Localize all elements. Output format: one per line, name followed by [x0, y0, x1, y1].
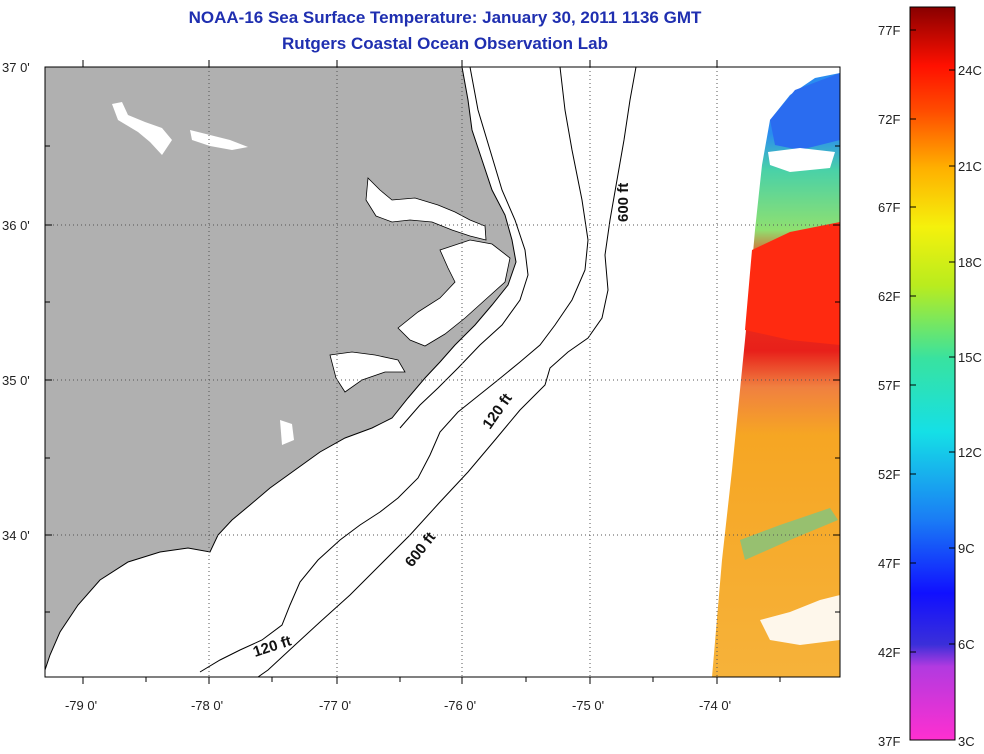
lat-label: 34 0' — [2, 528, 30, 543]
lake-small — [280, 420, 294, 445]
colorbar-c-label: 21C — [958, 159, 982, 174]
colorbar-f-label: 47F — [878, 556, 900, 571]
pamlico-sound — [397, 239, 511, 347]
lon-label: -78 0' — [191, 698, 223, 713]
neuse-river — [329, 351, 406, 393]
colorbar-f-label: 67F — [878, 200, 900, 215]
colorbar-f-label: 72F — [878, 112, 900, 127]
colorbar-f-label: 52F — [878, 467, 900, 482]
colorbar-c-label: 3C — [958, 734, 975, 749]
lake-inland-2 — [190, 130, 248, 150]
albemarle-sound — [365, 177, 487, 241]
lon-label: -79 0' — [65, 698, 97, 713]
lat-label: 37 0' — [2, 60, 30, 75]
contour-label-600ft: 600 ft — [615, 183, 632, 222]
colorbar-f-label: 62F — [878, 289, 900, 304]
colorbar-c-label: 6C — [958, 637, 975, 652]
colorbar-ticks — [910, 29, 955, 653]
map-frame — [44, 66, 841, 678]
colorbar-f-label: 57F — [878, 378, 900, 393]
sst-cloud-gap-2 — [760, 595, 840, 645]
sst-cold-patch — [770, 73, 840, 150]
sst-cloud-gap — [768, 148, 835, 172]
axis-ticks — [45, 60, 840, 684]
colorbar — [909, 6, 956, 741]
lon-label: -76 0' — [444, 698, 476, 713]
map-title: NOAA-16 Sea Surface Temperature: January… — [188, 8, 702, 27]
graticule — [45, 67, 840, 677]
lat-label: 36 0' — [2, 218, 30, 233]
lat-label: 35 0' — [2, 373, 30, 388]
colorbar-f-label: 77F — [878, 23, 900, 38]
colorbar-c-label: 9C — [958, 541, 975, 556]
colorbar-c-label: 12C — [958, 445, 982, 460]
colorbar-c-label: 24C — [958, 63, 982, 78]
outer-banks — [399, 67, 529, 429]
colorbar-f-label: 37F — [878, 734, 900, 749]
lon-label: -75 0' — [572, 698, 604, 713]
lake-inland — [112, 102, 172, 155]
lon-label: -77 0' — [319, 698, 351, 713]
sst-warm-core — [745, 222, 840, 345]
colorbar-c-label: 15C — [958, 350, 982, 365]
colorbar-f-label: 42F — [878, 645, 900, 660]
colorbar-c-label: 18C — [958, 255, 982, 270]
isobath-120ft — [199, 67, 589, 673]
map-subtitle: Rutgers Coastal Ocean Observation Lab — [282, 34, 608, 53]
isobath-600ft — [257, 67, 637, 677]
sst-cool-streak — [740, 508, 838, 560]
lon-label: -74 0' — [699, 698, 731, 713]
